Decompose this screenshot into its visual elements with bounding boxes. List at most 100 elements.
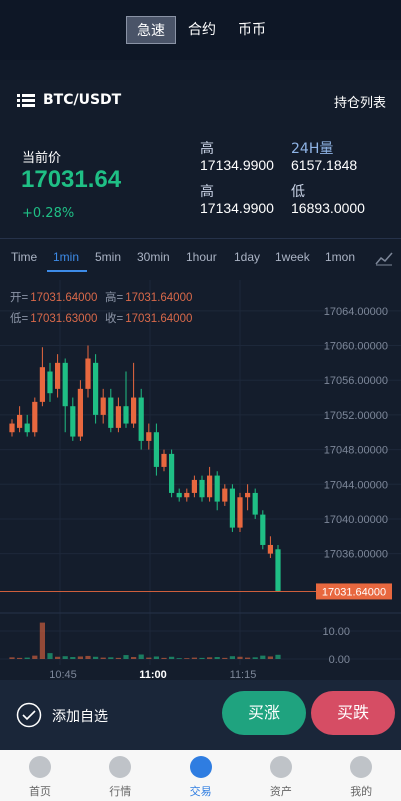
volume-bar — [39, 622, 45, 659]
nav-label[interactable]: 资产 — [269, 785, 292, 798]
y-tick-label: 17040.00000 — [324, 514, 388, 526]
list-icon — [17, 94, 35, 107]
stat-value: 17134.9900 — [200, 200, 274, 216]
nav-label[interactable]: 行情 — [109, 785, 132, 798]
interval-tab[interactable]: 1mon — [325, 250, 356, 264]
volume-bar — [115, 657, 121, 659]
interval-tab[interactable]: 1week — [275, 250, 310, 264]
candle-body — [176, 492, 182, 498]
candle-body — [123, 406, 129, 424]
candle-body — [138, 397, 144, 441]
top-bar — [0, 0, 401, 60]
candle-body — [267, 544, 273, 554]
volume-bar — [245, 657, 251, 659]
volume-bar — [169, 656, 175, 659]
add-watchlist[interactable]: 添加自选 — [52, 709, 108, 725]
tab[interactable]: 急速 — [126, 16, 176, 44]
volume-bar — [77, 656, 83, 659]
volume-bar — [17, 657, 23, 659]
volume-bar — [153, 656, 159, 659]
volume-bar — [161, 657, 167, 659]
buy-down-button[interactable]: 买跌 — [311, 691, 395, 735]
candle-body — [85, 358, 91, 389]
candle-body — [24, 423, 30, 433]
volume-bar — [62, 656, 68, 659]
volume-bar — [9, 657, 15, 659]
candle-body — [93, 362, 99, 415]
indicator-icon[interactable] — [375, 250, 393, 266]
stat-value: 16893.0000 — [291, 200, 365, 216]
stat-label: 低 — [291, 184, 305, 200]
ohlc-info: 收= 17031.64000 — [105, 311, 192, 325]
nav-icon[interactable] — [350, 756, 373, 778]
interval-tab[interactable]: 1min — [53, 250, 80, 264]
volume-bar — [32, 655, 38, 659]
y-tick-label: 17048.00000 — [324, 445, 388, 457]
watch-icon[interactable] — [16, 702, 42, 728]
x-tick-label: 10:45 — [49, 669, 77, 680]
ohlc-value: 17031.63000 — [30, 313, 97, 325]
volume-bar — [70, 657, 76, 659]
candle-body — [237, 497, 243, 528]
nav-icon[interactable] — [269, 756, 292, 778]
stat-label: 高 — [200, 141, 214, 157]
interval-tab[interactable]: 1day — [234, 250, 261, 264]
volume-bar — [24, 657, 30, 659]
interval-tab[interactable]: 5min — [95, 250, 122, 264]
positions-link[interactable]: 持仓列表 — [333, 96, 386, 111]
volume-bar — [47, 653, 53, 659]
candle-body — [184, 492, 190, 498]
candle-body — [153, 432, 159, 467]
candle-body — [146, 432, 152, 441]
ohlc-label: 高= — [105, 290, 123, 304]
candle-body — [115, 406, 121, 428]
kline-chart: 17064.00000 17060.00000 17056.00000 17052.0… — [0, 280, 401, 680]
nav-label[interactable]: 首页 — [29, 785, 51, 798]
tab[interactable]: 合约 — [188, 22, 216, 38]
volume-bar — [199, 657, 205, 659]
x-tick-label: 11:00 — [139, 669, 167, 680]
interval-underline — [47, 270, 87, 272]
volume-bar — [191, 657, 197, 659]
interval-tab[interactable]: Time — [11, 250, 38, 264]
volume-bar — [123, 655, 129, 659]
volume-bar — [176, 658, 182, 659]
candle-body — [245, 492, 251, 498]
candle-body — [199, 479, 205, 498]
candle-body — [131, 397, 137, 424]
ohlc-label: 开= — [10, 292, 28, 304]
nav-label[interactable]: 我的 — [350, 785, 373, 798]
ohlc-info: 高= 17031.64000 — [105, 290, 192, 304]
tab[interactable]: 币币 — [238, 22, 266, 38]
volume-bar — [146, 657, 152, 659]
y-tick-label: 17060.00000 — [324, 341, 388, 353]
symbol[interactable]: BTC/USDT — [43, 92, 122, 108]
price-change: +0.28% — [22, 206, 75, 221]
y-tick-label: 17036.00000 — [324, 549, 388, 561]
spacer — [0, 60, 401, 80]
y-tick-label: 17064.00000 — [324, 306, 388, 318]
last-price-label: 17031.64000 — [322, 586, 386, 598]
nav-label[interactable]: 交易 — [189, 785, 212, 798]
nav-icon[interactable] — [29, 756, 51, 778]
volume-bar — [275, 654, 281, 659]
ohlc-info: 开= 17031.64000 — [10, 292, 97, 304]
interval-tab[interactable]: 30min — [137, 250, 170, 264]
candle-body — [17, 414, 23, 428]
nav-icon[interactable] — [189, 756, 212, 778]
candle-body — [100, 397, 106, 415]
candle-body — [32, 401, 38, 433]
candle-body — [207, 475, 213, 498]
candle-body — [77, 388, 83, 437]
interval-tab[interactable]: 1hour — [186, 250, 217, 264]
volume-bar — [131, 657, 137, 659]
candle-body — [62, 362, 68, 407]
y-tick-label: 17044.00000 — [324, 479, 388, 491]
buy-up-button[interactable]: 买涨 — [222, 691, 306, 735]
candle-body — [9, 423, 15, 433]
candle-body — [252, 492, 258, 515]
volume-bar — [184, 658, 190, 659]
candle-body — [108, 397, 114, 428]
nav-icon[interactable] — [109, 756, 132, 778]
